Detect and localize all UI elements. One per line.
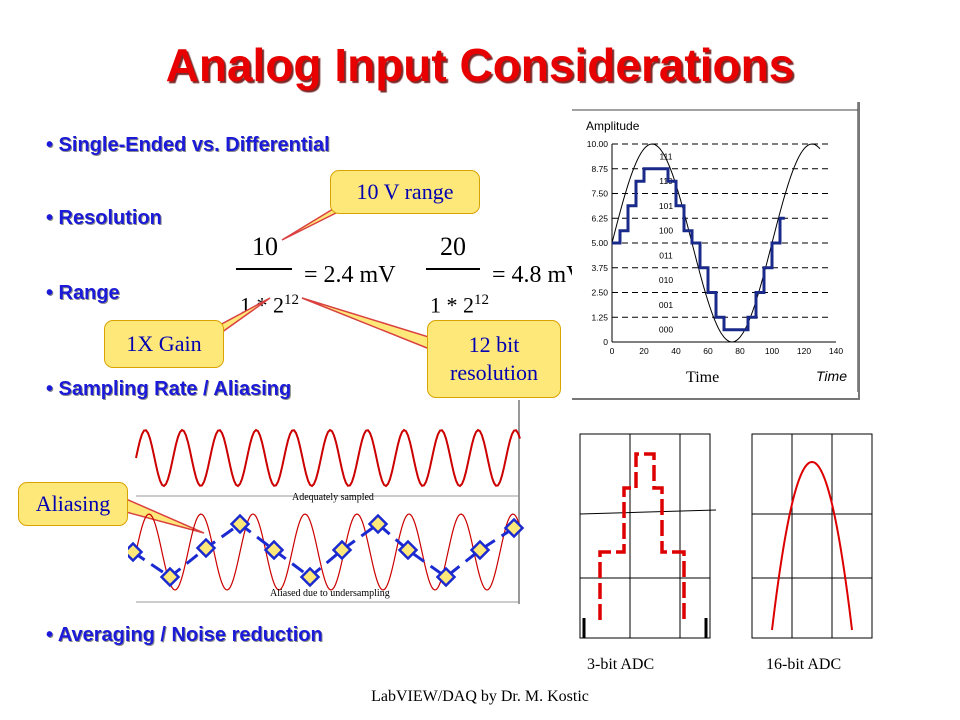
sample-marker — [435, 566, 457, 588]
adc3-staircase — [598, 452, 686, 620]
aliased-signal — [132, 522, 515, 579]
sample-marker — [469, 539, 491, 561]
code-label: 100 — [659, 226, 673, 236]
bits-callout: 12 bit resolution — [427, 320, 561, 398]
adc3-grid-h1 — [579, 509, 716, 515]
aliased-label: Aliased due to undersampling — [270, 588, 390, 599]
formula2-exponent: 12 — [474, 292, 489, 308]
bullet-sampling-rate: • Sampling Rate / Aliasing — [46, 378, 292, 400]
code-label: 010 — [659, 275, 673, 285]
bits-callout-line1: 12 bit — [468, 332, 520, 357]
x-tick-label: 20 — [639, 346, 649, 356]
undersampled-wave — [135, 513, 521, 591]
formula2-numerator: 20 — [440, 232, 466, 261]
x-tick-label: 80 — [735, 346, 745, 356]
formula1-result: = 2.4 mV — [304, 262, 396, 288]
sample-marker — [229, 513, 251, 535]
code-label: 111 — [660, 151, 673, 161]
range-callout: 10 V range — [330, 170, 480, 214]
sample-marker — [299, 566, 321, 588]
adequately-sampled-label: Adequately sampled — [292, 492, 374, 503]
adc3-frame — [579, 433, 711, 639]
adc-3bit-label: 3-bit ADC — [587, 656, 655, 673]
gain-callout-pointer — [217, 297, 271, 337]
x-tick-label: 40 — [671, 346, 681, 356]
y-tick-label: 7.50 — [591, 189, 608, 199]
formula2-denominator: 1 * 212 — [430, 292, 489, 318]
sample-markers — [128, 513, 525, 588]
adc-3bit-plot — [579, 433, 716, 639]
y-tick-label: 10.00 — [587, 139, 609, 149]
x-tick-label: 140 — [829, 346, 843, 356]
slide-title: Analog Input Considerations — [165, 39, 795, 91]
x-tick-label: 100 — [765, 346, 779, 356]
formula1-exponent: 12 — [284, 292, 299, 308]
sample-marker — [263, 539, 285, 561]
sample-marker — [159, 566, 181, 588]
code-label: 110 — [659, 176, 673, 186]
time-axis-title: Time — [816, 368, 847, 384]
quantization-codes: 111 110 101 100 011 010 001 000 — [659, 151, 673, 334]
sample-marker — [397, 539, 419, 561]
gain-callout: 1X Gain — [104, 320, 224, 368]
quantization-staircase — [612, 167, 785, 332]
code-label: 011 — [659, 250, 673, 260]
adc16-frame — [751, 433, 873, 639]
quantization-sine-curve — [611, 143, 821, 343]
bullet-range: • Range — [46, 282, 120, 304]
adc-16bit-label: 16-bit ADC — [766, 656, 842, 673]
bullet-single-ended: • Single-Ended vs. Differential — [46, 134, 330, 156]
y-tick-label: 6.25 — [591, 213, 608, 223]
code-label: 001 — [659, 300, 673, 310]
adc-16bit-plot — [751, 433, 873, 639]
adc16-smooth-curve — [771, 460, 853, 631]
footer-credit: LabVIEW/DAQ by Dr. M. Kostic — [371, 688, 589, 705]
code-label: 101 — [659, 201, 673, 211]
formula1-numerator: 10 — [252, 232, 278, 261]
x-tick-label: 0 — [610, 346, 615, 356]
sampling-panel-edge — [518, 400, 520, 604]
sample-marker — [367, 513, 389, 535]
quantization-chart-frame — [572, 102, 860, 400]
bits-callout-line2: resolution — [450, 360, 538, 385]
sample-marker — [503, 517, 525, 539]
x-tick-label: 60 — [703, 346, 713, 356]
y-tick-label: 3.75 — [591, 263, 608, 273]
amplitude-axis-title: Amplitude — [586, 119, 640, 133]
y-tick-label: 2.50 — [591, 288, 608, 298]
sample-marker — [195, 537, 217, 559]
sample-marker — [331, 539, 353, 561]
y-tick-label: 5.00 — [591, 238, 608, 248]
bits-callout-pointer — [301, 297, 433, 352]
adequately-sampled-wave — [135, 428, 521, 488]
y-tick-label: 8.75 — [591, 164, 608, 174]
y-tick-label: 1.25 — [591, 312, 608, 322]
time-caption: Time — [686, 369, 720, 386]
code-label: 000 — [659, 325, 673, 335]
formula2-fraction-bar — [426, 268, 480, 270]
quantization-chart: Amplitude 10.008.757.506.255.003.752.501… — [572, 102, 858, 392]
quantization-x-ticks: 0 20 40 60 80 100 120 140 — [610, 346, 844, 356]
bullet-resolution: • Resolution — [46, 207, 162, 229]
y-tick-label: 0 — [603, 337, 608, 347]
quantization-y-ticks: 10.00 8.75 7.50 6.25 5.00 3.75 2.50 1.25 0 — [587, 139, 609, 347]
sampling-diagram — [128, 428, 525, 603]
sample-marker — [128, 541, 144, 563]
aliasing-callout: Aliasing — [18, 482, 128, 526]
formula1-fraction-bar — [236, 268, 292, 270]
x-tick-label: 120 — [797, 346, 811, 356]
formula2-result: = 4.8 mV — [492, 262, 584, 288]
bullet-averaging: • Averaging / Noise reduction — [46, 624, 323, 646]
